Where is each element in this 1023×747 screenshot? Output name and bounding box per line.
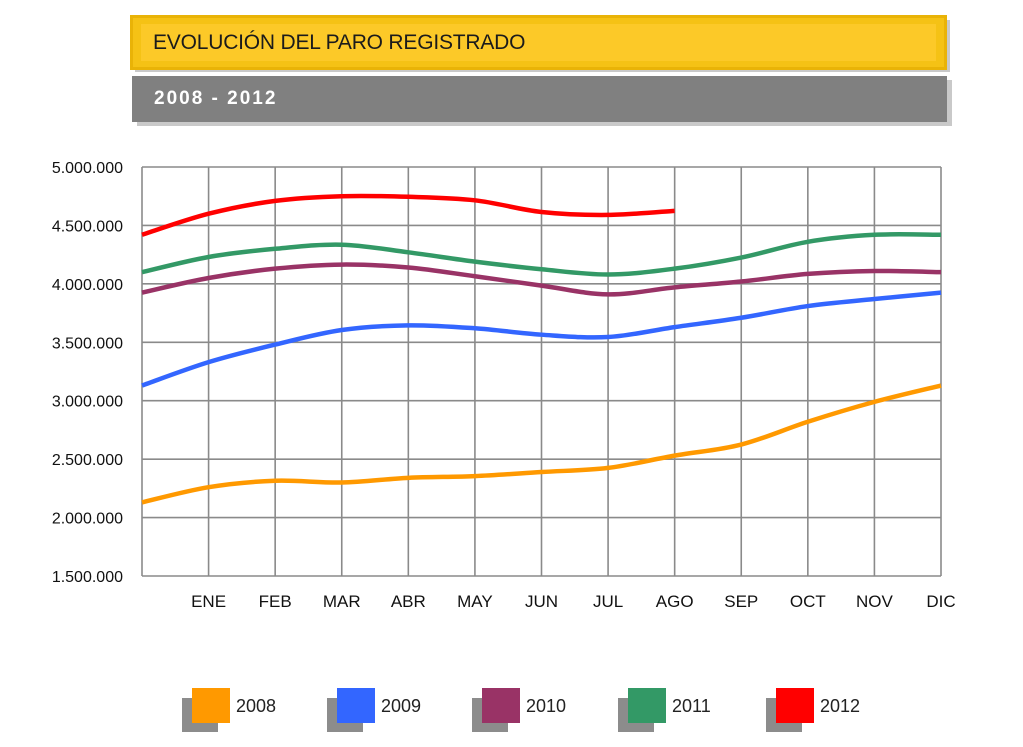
y-tick-label: 4.000.000	[52, 277, 123, 294]
y-tick-label: 3.500.000	[52, 335, 123, 352]
legend-swatch	[482, 688, 520, 723]
x-tick-label: AGO	[656, 592, 694, 611]
y-tick-label: 1.500.000	[52, 569, 123, 586]
y-tick-label: 2.500.000	[52, 452, 123, 469]
y-tick-label: 5.000.000	[52, 160, 123, 177]
x-tick-label: ENE	[191, 592, 226, 611]
series-line-2008	[141, 383, 942, 505]
x-tick-label: MAY	[457, 592, 493, 611]
chart-title: EVOLUCIÓN DEL PARO REGISTRADO	[153, 30, 526, 54]
x-tick-label: NOV	[856, 592, 894, 611]
legend-swatch	[776, 688, 814, 723]
y-tick-label: 4.500.000	[52, 218, 123, 235]
x-tick-label: JUN	[525, 592, 558, 611]
x-tick-label: SEP	[724, 592, 758, 611]
x-tick-label: MAR	[323, 592, 361, 611]
legend-label: 2011	[672, 696, 711, 716]
legend-swatch	[192, 688, 230, 723]
x-tick-label: OCT	[790, 592, 826, 611]
legend-swatch	[628, 688, 666, 723]
subtitle-banner: 2008 - 2012	[132, 76, 947, 122]
series-line-2012	[141, 193, 675, 237]
title-banner: EVOLUCIÓN DEL PARO REGISTRADO	[130, 15, 947, 70]
legend-label: 2010	[526, 696, 567, 716]
y-tick-label: 3.000.000	[52, 394, 123, 411]
title-inner: EVOLUCIÓN DEL PARO REGISTRADO	[141, 24, 936, 61]
legend-label: 2008	[236, 696, 277, 716]
series-line-2010	[141, 262, 942, 297]
x-tick-label: ABR	[391, 592, 426, 611]
series-line-2011	[141, 232, 942, 277]
x-tick-label: FEB	[259, 592, 292, 611]
x-tick-label: JUL	[593, 592, 623, 611]
legend-label: 2012	[820, 696, 861, 716]
series-line-2009	[141, 290, 942, 388]
chart-subtitle: 2008 - 2012	[154, 88, 278, 109]
y-tick-label: 2.000.000	[52, 511, 123, 528]
legend-label: 2009	[381, 696, 422, 716]
x-tick-label: DIC	[926, 592, 955, 611]
legend-swatch	[337, 688, 375, 723]
